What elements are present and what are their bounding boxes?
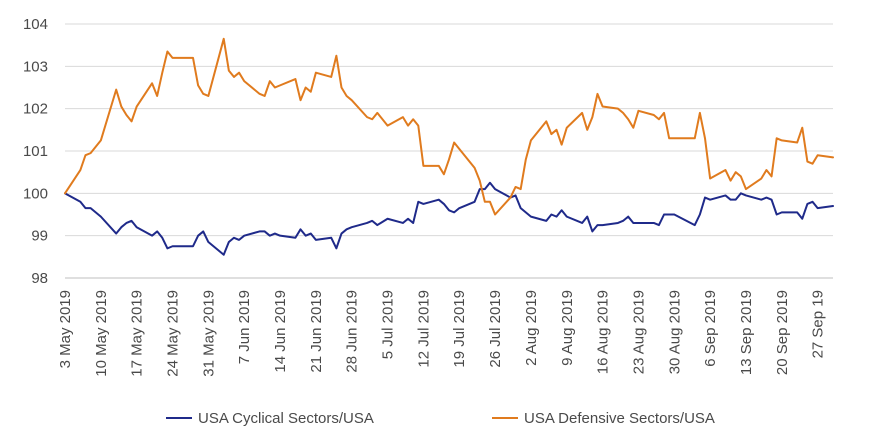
x-tick-label: 27 Sep 19 [810, 290, 827, 358]
y-tick-label: 99 [31, 228, 48, 245]
y-tick-label: 103 [23, 58, 48, 75]
x-tick-label: 28 Jun 2019 [344, 290, 361, 373]
x-axis-ticks: 3 May 2019 10 May 2019 17 May 2019 24 May 2… [57, 290, 827, 377]
x-tick-label: 24 May 2019 [165, 290, 182, 377]
series-lines [64, 37, 834, 256]
x-tick-label: 6 Sep 2019 [702, 290, 719, 367]
y-gridlines [65, 23, 833, 279]
legend: USA Cyclical Sectors/USA USA Defensive S… [166, 410, 715, 427]
x-tick-label: 19 Jul 2019 [451, 290, 468, 368]
x-tick-label: 20 Sep 2019 [774, 290, 791, 375]
y-tick-label: 100 [23, 185, 48, 202]
y-axis-ticks: 98 99 100 101 102 103 104 [23, 16, 48, 287]
x-tick-label: 13 Sep 2019 [738, 290, 755, 375]
x-tick-label: 7 Jun 2019 [236, 290, 253, 364]
y-tick-label: 104 [23, 16, 48, 33]
x-tick-label: 10 May 2019 [93, 290, 110, 377]
x-tick-label: 14 Jun 2019 [272, 290, 289, 373]
y-tick-label: 102 [23, 101, 48, 118]
series-line-cyclical [64, 181, 834, 256]
x-tick-label: 5 Jul 2019 [380, 290, 397, 359]
x-tick-label: 2 Aug 2019 [523, 290, 540, 366]
x-tick-label: 30 Aug 2019 [666, 290, 683, 374]
y-tick-label: 101 [23, 143, 48, 160]
x-tick-label: 31 May 2019 [200, 290, 217, 377]
legend-label-defensive: USA Defensive Sectors/USA [524, 410, 715, 427]
x-tick-label: 12 Jul 2019 [415, 290, 432, 368]
y-tick-label: 98 [31, 270, 48, 287]
x-tick-label: 21 Jun 2019 [308, 290, 325, 373]
x-tick-label: 3 May 2019 [57, 290, 74, 368]
x-tick-label: 17 May 2019 [129, 290, 146, 377]
legend-label-cyclical: USA Cyclical Sectors/USA [198, 410, 374, 427]
x-tick-label: 16 Aug 2019 [595, 290, 612, 374]
x-tick-label: 26 Jul 2019 [487, 290, 504, 368]
x-tick-label: 9 Aug 2019 [559, 290, 576, 366]
series-line-defensive [64, 37, 834, 216]
x-tick-label: 23 Aug 2019 [630, 290, 647, 374]
